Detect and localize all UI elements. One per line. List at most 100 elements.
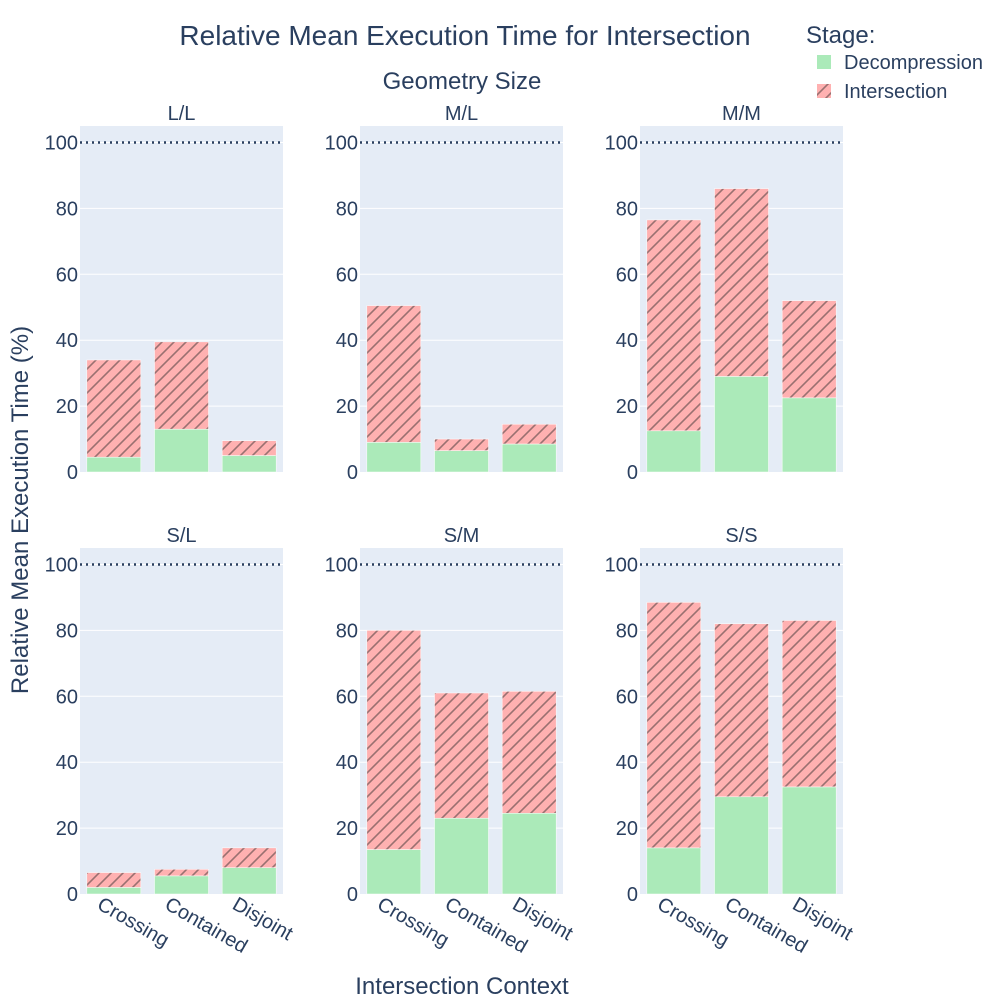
y-tick-label: 20 — [336, 396, 358, 418]
bar-decompression[interactable] — [154, 428, 209, 473]
bar-intersection[interactable] — [434, 692, 489, 819]
legend-item-intersection[interactable]: Intersection — [817, 81, 947, 103]
y-tick-label: 100 — [45, 554, 78, 576]
bar-intersection[interactable] — [154, 869, 209, 877]
legend-label-decompression: Decompression — [844, 52, 983, 74]
y-tick-label: 0 — [347, 462, 358, 484]
y-tick-label: 60 — [56, 264, 78, 286]
facet-title: Geometry Size — [383, 68, 542, 95]
y-tick-label: 80 — [56, 620, 78, 642]
bar-intersection[interactable] — [221, 440, 277, 456]
y-tick-label: 60 — [336, 264, 358, 286]
y-tick-label: 20 — [336, 818, 358, 840]
y-tick-label: 100 — [605, 132, 638, 154]
y-tick-label: 0 — [67, 462, 78, 484]
bar-decompression[interactable] — [221, 455, 277, 473]
y-tick-label: 80 — [336, 620, 358, 642]
y-tick-label: 80 — [616, 620, 638, 642]
y-tick-label: 0 — [347, 884, 358, 906]
y-tick-label: 100 — [325, 554, 358, 576]
bar-decompression[interactable] — [714, 796, 769, 895]
bar-decompression[interactable] — [501, 813, 557, 895]
bar-decompression[interactable] — [366, 442, 422, 473]
legend: Stage: Decompression Intersection — [806, 22, 983, 103]
y-tick-label: 80 — [616, 198, 638, 220]
y-tick-label: 100 — [45, 132, 78, 154]
bar-intersection[interactable] — [714, 623, 769, 798]
y-tick-label: 80 — [336, 198, 358, 220]
bar-intersection[interactable] — [86, 359, 142, 458]
bar-intersection[interactable] — [86, 872, 142, 888]
legend-swatch-intersection — [817, 84, 831, 98]
bar-decompression[interactable] — [646, 430, 702, 473]
x-tick-label: Crossing — [653, 893, 732, 952]
legend-label-intersection: Intersection — [844, 81, 947, 103]
y-tick-label: 20 — [56, 818, 78, 840]
y-tick-label: 20 — [616, 818, 638, 840]
facet-panels: L/L 0 20 40 60 80 100 M/L 0 20 40 60 80 100 M/M 0 20 40 60… — [45, 103, 857, 958]
bar-decompression[interactable] — [501, 443, 557, 473]
panel-m-m: M/M 0 20 40 60 80 100 — [605, 103, 843, 484]
y-tick-label: 40 — [56, 330, 78, 352]
y-tick-label: 60 — [336, 686, 358, 708]
bar-decompression[interactable] — [86, 456, 142, 473]
bar-intersection[interactable] — [366, 630, 422, 850]
chart-title: Relative Mean Execution Time for Interse… — [179, 20, 750, 51]
y-tick-label: 20 — [616, 396, 638, 418]
y-tick-label: 60 — [616, 264, 638, 286]
bar-intersection[interactable] — [646, 219, 702, 432]
bar-decompression[interactable] — [714, 376, 769, 473]
bar-intersection[interactable] — [221, 847, 277, 868]
y-tick-label: 0 — [67, 884, 78, 906]
bar-decompression[interactable] — [221, 867, 277, 895]
y-tick-label: 60 — [616, 686, 638, 708]
bar-decompression[interactable] — [86, 887, 142, 895]
bar-intersection[interactable] — [154, 341, 209, 430]
x-tick-label: Crossing — [373, 893, 452, 952]
y-tick-label: 60 — [56, 686, 78, 708]
bar-intersection[interactable] — [501, 423, 557, 445]
bar-intersection[interactable] — [434, 438, 489, 451]
bar-decompression[interactable] — [434, 450, 489, 473]
bar-decompression[interactable] — [154, 875, 209, 895]
bar-decompression[interactable] — [781, 397, 837, 473]
bar-intersection[interactable] — [366, 305, 422, 443]
y-tick-label: 40 — [336, 330, 358, 352]
panel-title: M/L — [445, 103, 478, 125]
bar-decompression[interactable] — [434, 817, 489, 895]
panel-m-l: M/L 0 20 40 60 80 100 — [325, 103, 563, 484]
y-axis-label: Relative Mean Execution Time (%) — [7, 326, 34, 694]
y-tick-label: 40 — [616, 330, 638, 352]
bar-intersection[interactable] — [781, 300, 837, 399]
x-tick-label: Crossing — [93, 893, 172, 952]
panel-title: M/M — [722, 103, 761, 125]
y-tick-label: 100 — [605, 554, 638, 576]
y-tick-label: 80 — [56, 198, 78, 220]
bar-intersection[interactable] — [501, 691, 557, 814]
panel-title: S/S — [725, 525, 757, 547]
panel-l-l: L/L 0 20 40 60 80 100 — [45, 103, 283, 484]
bar-intersection[interactable] — [781, 620, 837, 788]
bar-decompression[interactable] — [366, 849, 422, 895]
y-tick-label: 40 — [336, 752, 358, 774]
x-axis-label: Intersection Context — [355, 973, 569, 1000]
bar-intersection[interactable] — [714, 188, 769, 377]
bar-decompression[interactable] — [781, 786, 837, 895]
y-tick-label: 20 — [56, 396, 78, 418]
y-tick-label: 0 — [627, 462, 638, 484]
legend-item-decompression[interactable]: Decompression — [817, 52, 983, 74]
y-tick-label: 40 — [616, 752, 638, 774]
y-tick-label: 40 — [56, 752, 78, 774]
bar-intersection[interactable] — [646, 602, 702, 849]
panel-title: S/M — [444, 525, 480, 547]
legend-swatch-decompression — [817, 55, 831, 69]
y-tick-label: 0 — [627, 884, 638, 906]
y-tick-label: 100 — [325, 132, 358, 154]
bar-decompression[interactable] — [646, 847, 702, 895]
panel-title: L/L — [168, 103, 196, 125]
legend-title: Stage: — [806, 22, 875, 49]
